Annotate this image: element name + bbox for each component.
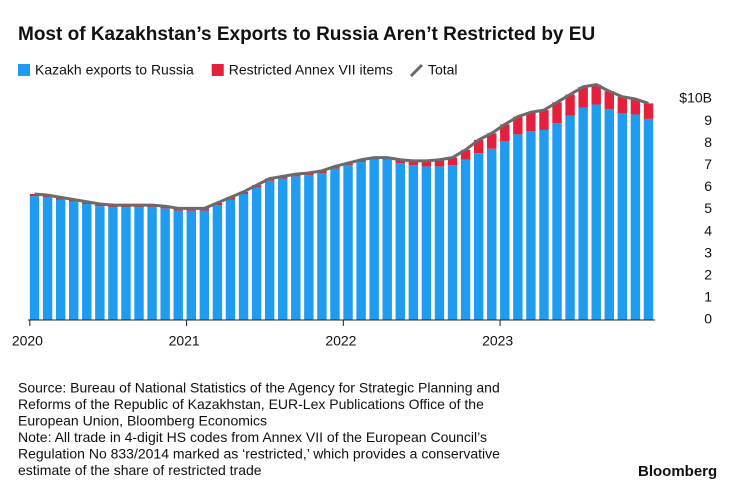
bar: [55, 199, 66, 320]
bar: [225, 199, 236, 320]
bar: [238, 194, 249, 320]
bar: [186, 210, 196, 320]
y-tick-label: 2: [704, 267, 712, 283]
bar: [552, 123, 562, 320]
x-tick-label: 2023: [482, 333, 513, 349]
bar: [82, 203, 92, 320]
bar: [447, 165, 458, 320]
note: estimate of the share of restricted trad…: [18, 462, 262, 478]
y-tick-label: 3: [704, 244, 712, 260]
bar: [395, 163, 405, 320]
bar: [487, 148, 497, 320]
bar: [95, 206, 105, 320]
bar: [304, 175, 314, 320]
bar: [395, 159, 405, 164]
y-tick-label: 8: [704, 134, 712, 150]
bar: [212, 205, 223, 320]
bar: [565, 94, 575, 116]
y-tick-label: $10B: [679, 90, 712, 106]
y-tick-label: 0: [704, 311, 712, 327]
bar: [356, 161, 366, 320]
bar: [526, 131, 536, 320]
x-tick-label: 2021: [169, 333, 200, 349]
bar: [604, 108, 614, 320]
bar: [500, 124, 510, 141]
legend-swatch: [409, 63, 423, 78]
note: Source: Bureau of National Statistics of…: [18, 380, 500, 396]
brand: Bloomberg: [638, 463, 717, 480]
bar: [42, 197, 53, 320]
chart-title: Most of Kazakhstan’s Exports to Russia A…: [18, 24, 595, 45]
bar: [473, 153, 484, 320]
y-tick-label: 1: [704, 289, 712, 305]
bar: [121, 207, 131, 320]
bar: [487, 133, 497, 149]
legend-swatch: [18, 64, 30, 76]
bar: [630, 114, 641, 320]
note: Regulation No 833/2014 marked as ‘restri…: [18, 446, 500, 462]
x-tick-label: 2022: [325, 333, 356, 349]
legend-label: Total: [428, 62, 458, 78]
bar: [408, 160, 419, 166]
bar: [434, 159, 445, 167]
bar: [617, 113, 628, 321]
bar: [408, 165, 419, 320]
bar: [591, 104, 601, 321]
bar: [565, 115, 575, 320]
bar: [460, 149, 471, 160]
note: Reforms of the Republic of Kazakhstan, E…: [18, 396, 484, 412]
bar: [173, 210, 183, 320]
bar: [160, 208, 170, 320]
bar: [147, 207, 157, 320]
bar: [539, 110, 549, 130]
bar: [343, 165, 353, 320]
bar: [591, 84, 601, 105]
bar: [421, 166, 432, 320]
bar: [526, 112, 536, 132]
bar: [552, 102, 562, 124]
legend-label: Restricted Annex VII items: [229, 62, 393, 78]
bar: [643, 118, 654, 320]
bar: [69, 201, 79, 320]
y-tick-label: 4: [704, 222, 712, 238]
bar: [447, 157, 458, 166]
y-tick-label: 5: [704, 200, 712, 216]
x-tick-label: 2020: [12, 333, 43, 349]
bar: [382, 159, 392, 320]
bar: [108, 207, 118, 320]
legend-label: Kazakh exports to Russia: [35, 62, 194, 78]
bar: [578, 107, 588, 320]
bar: [278, 178, 288, 320]
bar: [134, 207, 144, 320]
note: Note: All trade in 4-digit HS codes from…: [18, 429, 487, 445]
total-line: [34, 83, 649, 210]
bar: [513, 134, 523, 320]
y-tick-label: 7: [704, 156, 712, 172]
y-tick-label: 9: [704, 112, 712, 128]
bar: [630, 99, 641, 115]
bar: [421, 160, 432, 167]
bar: [317, 173, 327, 320]
bar: [617, 96, 628, 114]
bar: [330, 168, 340, 320]
bar: [473, 139, 484, 154]
bar: [643, 103, 654, 119]
bar: [29, 196, 40, 320]
bar: [460, 159, 471, 320]
bar: [513, 116, 523, 135]
bar: [578, 86, 588, 108]
bar: [434, 166, 445, 320]
bar: [251, 187, 262, 320]
bar: [604, 91, 614, 109]
bar: [264, 180, 275, 320]
y-tick-label: 6: [704, 178, 712, 194]
bar: [369, 159, 379, 320]
bar: [199, 210, 210, 320]
bar: [539, 129, 549, 320]
bar: [291, 176, 301, 320]
bar: [500, 140, 510, 320]
legend-swatch: [211, 64, 224, 76]
note: European Union, Bloomberg Economics: [18, 413, 267, 429]
